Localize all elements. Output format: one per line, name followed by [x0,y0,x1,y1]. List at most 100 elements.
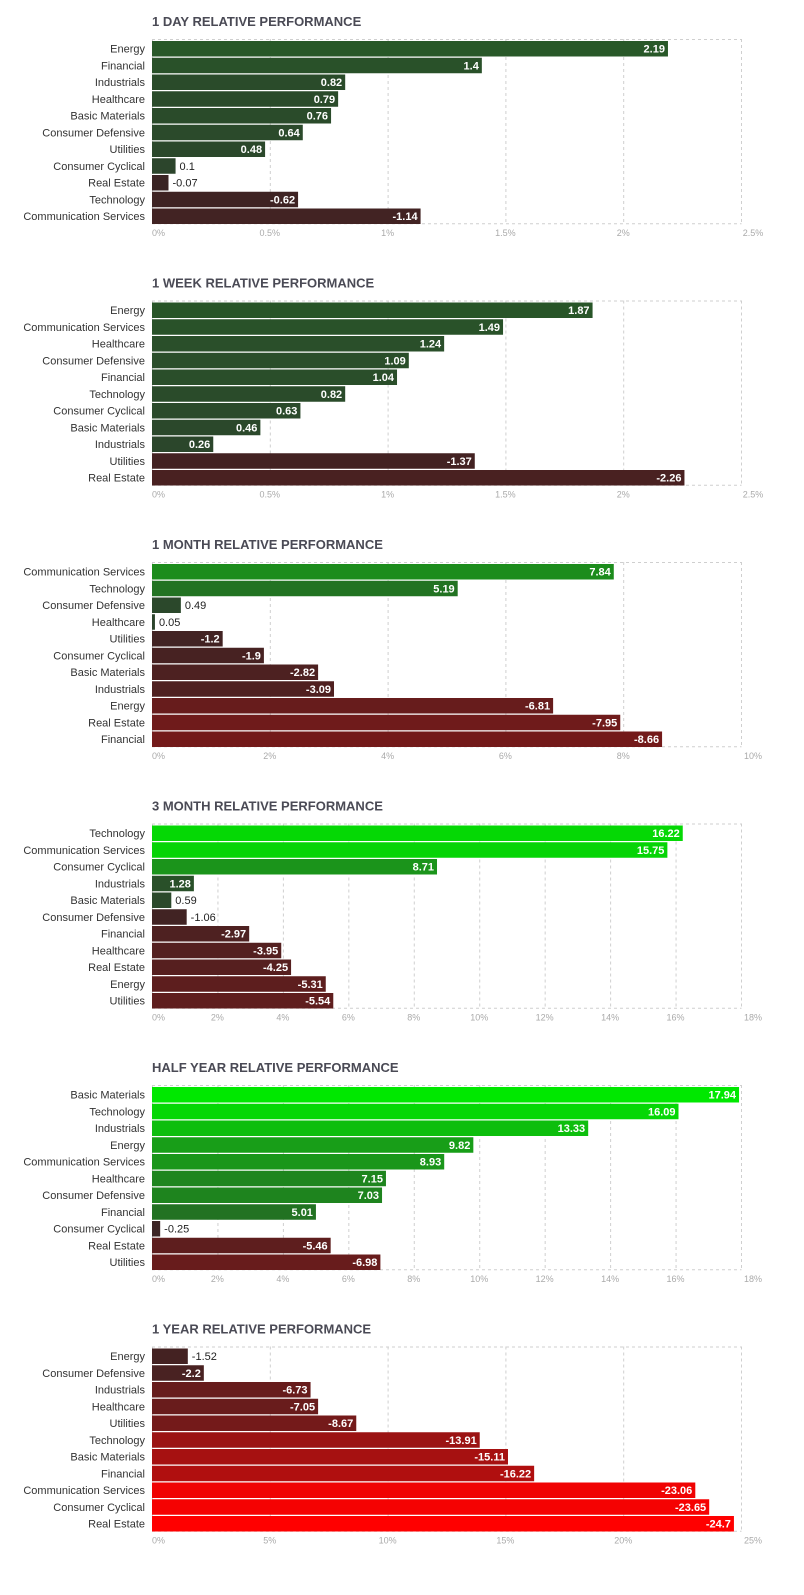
category-label: Utilities [110,144,146,156]
bar[interactable] [152,1516,734,1532]
bar[interactable] [152,892,172,909]
bar[interactable] [152,1103,679,1120]
category-label: Technology [89,583,145,595]
category-label: Industrials [95,878,146,890]
bar[interactable] [152,875,194,892]
bar[interactable] [152,1120,589,1137]
x-tick-label: 1.5% [495,228,516,238]
bar[interactable] [152,1137,474,1153]
bar[interactable] [152,580,458,597]
x-tick-label: 15% [496,1535,514,1545]
bar[interactable] [152,825,683,842]
category-label: Basic Materials [70,895,145,907]
category-label: Industrials [95,1385,146,1397]
bar-value-label: -6.81 [525,701,550,713]
bar[interactable] [152,1465,535,1482]
category-label: Communication Services [23,1157,145,1169]
bar[interactable] [152,1237,331,1254]
bar-value-label: -7.95 [592,717,617,729]
bar[interactable] [152,1154,445,1170]
bar[interactable] [152,208,421,225]
bar-value-label: 1.04 [373,372,395,384]
bar[interactable] [152,1221,161,1237]
bar[interactable] [152,74,346,91]
x-tick-label: 6% [342,1274,355,1284]
bar[interactable] [152,141,266,158]
bar-value-label: 0.82 [321,77,342,89]
bar-value-label: 9.82 [449,1140,470,1152]
bar[interactable] [152,597,181,614]
bar[interactable] [152,352,409,369]
bar-value-label: -7.05 [290,1401,315,1413]
bar[interactable] [152,842,668,858]
bar[interactable] [152,158,176,174]
bar[interactable] [152,1254,381,1271]
bar[interactable] [152,564,614,580]
bar-value-label: -3.09 [306,684,331,696]
bar[interactable] [152,681,335,697]
bar[interactable] [152,1187,383,1204]
bar[interactable] [152,631,223,647]
bar[interactable] [152,1365,204,1381]
bar[interactable] [152,57,482,74]
bar[interactable] [152,1204,316,1220]
category-label: Utilities [110,456,146,468]
bar[interactable] [152,108,332,124]
bar[interactable] [152,731,663,748]
bar-value-label: 2.19 [644,44,665,56]
x-tick-label: 20% [614,1535,632,1545]
bar[interactable] [152,91,339,107]
bar[interactable] [152,926,250,942]
bar[interactable] [152,976,326,992]
bar[interactable] [152,942,282,959]
bar-value-label: 15.75 [637,845,665,857]
category-label: Healthcare [92,945,145,957]
x-tick-label: 0.5% [260,489,281,499]
bar[interactable] [152,470,685,486]
bar[interactable] [152,1499,710,1515]
bar[interactable] [152,1398,319,1415]
bar[interactable] [152,1087,740,1103]
x-tick-label: 16% [667,1274,685,1284]
bar[interactable] [152,959,292,976]
bar[interactable] [152,664,319,681]
category-label: Communication Services [23,845,145,857]
bar[interactable] [152,302,593,319]
chart-title: 1 YEAR RELATIVE PERFORMANCE [152,1322,371,1337]
category-label: Consumer Cyclical [53,406,145,418]
bar[interactable] [152,993,334,1009]
bar-value-label: -16.22 [500,1468,531,1480]
x-tick-label: 8% [407,1012,420,1022]
bar[interactable] [152,1482,696,1499]
bar[interactable] [152,336,445,352]
bar[interactable] [152,698,554,714]
bar[interactable] [152,1432,480,1448]
bar[interactable] [152,647,264,664]
bar[interactable] [152,1382,311,1398]
bar[interactable] [152,453,475,469]
bar[interactable] [152,859,438,875]
bar[interactable] [152,124,303,141]
bar[interactable] [152,191,299,208]
bar[interactable] [152,1170,386,1187]
x-tick-label: 2% [211,1274,224,1284]
bar[interactable] [152,614,155,630]
bar[interactable] [152,403,301,419]
bar[interactable] [152,1449,508,1465]
x-tick-label: 10% [470,1274,488,1284]
bar-value-label: 0.26 [189,439,210,451]
category-label: Utilities [110,1257,146,1269]
bar[interactable] [152,1415,357,1432]
bar[interactable] [152,319,504,335]
bar[interactable] [152,909,187,925]
bar[interactable] [152,1348,188,1365]
category-label: Consumer Defensive [42,127,145,139]
bar[interactable] [152,41,668,57]
bar[interactable] [152,369,398,386]
bar[interactable] [152,386,346,402]
bar[interactable] [152,175,169,191]
bar[interactable] [152,436,214,453]
bar[interactable] [152,419,261,436]
chart-panel-3: 1 MONTH RELATIVE PERFORMANCE 0% 2% 4% 6% 8% 10… [23,537,762,761]
bar[interactable] [152,714,621,731]
